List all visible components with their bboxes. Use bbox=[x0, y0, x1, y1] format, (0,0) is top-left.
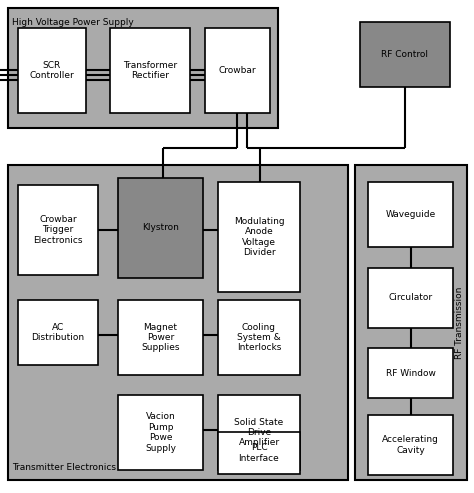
Text: Klystron: Klystron bbox=[142, 223, 179, 233]
Text: Magnet
Power
Supplies: Magnet Power Supplies bbox=[141, 322, 180, 352]
Text: RF Window: RF Window bbox=[385, 368, 436, 378]
Bar bbox=[218, 395, 300, 470]
Bar bbox=[18, 300, 98, 365]
Bar bbox=[118, 300, 203, 375]
Bar bbox=[8, 165, 348, 480]
Text: Circulator: Circulator bbox=[388, 293, 433, 303]
Bar bbox=[8, 8, 278, 128]
Text: High Voltage Power Supply: High Voltage Power Supply bbox=[12, 18, 134, 27]
Bar bbox=[368, 415, 453, 475]
Bar bbox=[218, 182, 300, 292]
Bar bbox=[205, 28, 270, 113]
Text: RF Transmission: RF Transmission bbox=[456, 287, 465, 359]
Text: Waveguide: Waveguide bbox=[385, 210, 436, 219]
Bar bbox=[218, 300, 300, 375]
Text: AC
Distribution: AC Distribution bbox=[31, 323, 84, 342]
Text: RF Control: RF Control bbox=[382, 50, 428, 59]
Bar bbox=[118, 395, 203, 470]
Bar bbox=[218, 432, 300, 474]
Text: Solid State
Drive
Amplifier: Solid State Drive Amplifier bbox=[234, 418, 283, 448]
Text: SCR
Controller: SCR Controller bbox=[29, 61, 74, 80]
Bar bbox=[368, 348, 453, 398]
Bar bbox=[368, 182, 453, 247]
Bar bbox=[355, 165, 467, 480]
Text: Cooling
System &
Interlocks: Cooling System & Interlocks bbox=[237, 322, 281, 352]
Bar bbox=[18, 28, 86, 113]
Text: Crowbar: Crowbar bbox=[219, 66, 256, 75]
Text: Accelerating
Cavity: Accelerating Cavity bbox=[382, 435, 439, 455]
Text: Modulating
Anode
Voltage
Divider: Modulating Anode Voltage Divider bbox=[234, 217, 284, 257]
Bar bbox=[18, 185, 98, 275]
Text: PLC
Interface: PLC Interface bbox=[238, 443, 279, 463]
Text: Crowbar
Trigger
Electronics: Crowbar Trigger Electronics bbox=[33, 215, 83, 245]
Bar bbox=[360, 22, 450, 87]
Text: Transformer
Rectifier: Transformer Rectifier bbox=[123, 61, 177, 80]
Bar bbox=[118, 178, 203, 278]
Bar bbox=[110, 28, 190, 113]
Bar bbox=[368, 268, 453, 328]
Text: Transmitter Electronics: Transmitter Electronics bbox=[12, 463, 116, 472]
Text: Vacion
Pump
Powe
Supply: Vacion Pump Powe Supply bbox=[145, 413, 176, 453]
